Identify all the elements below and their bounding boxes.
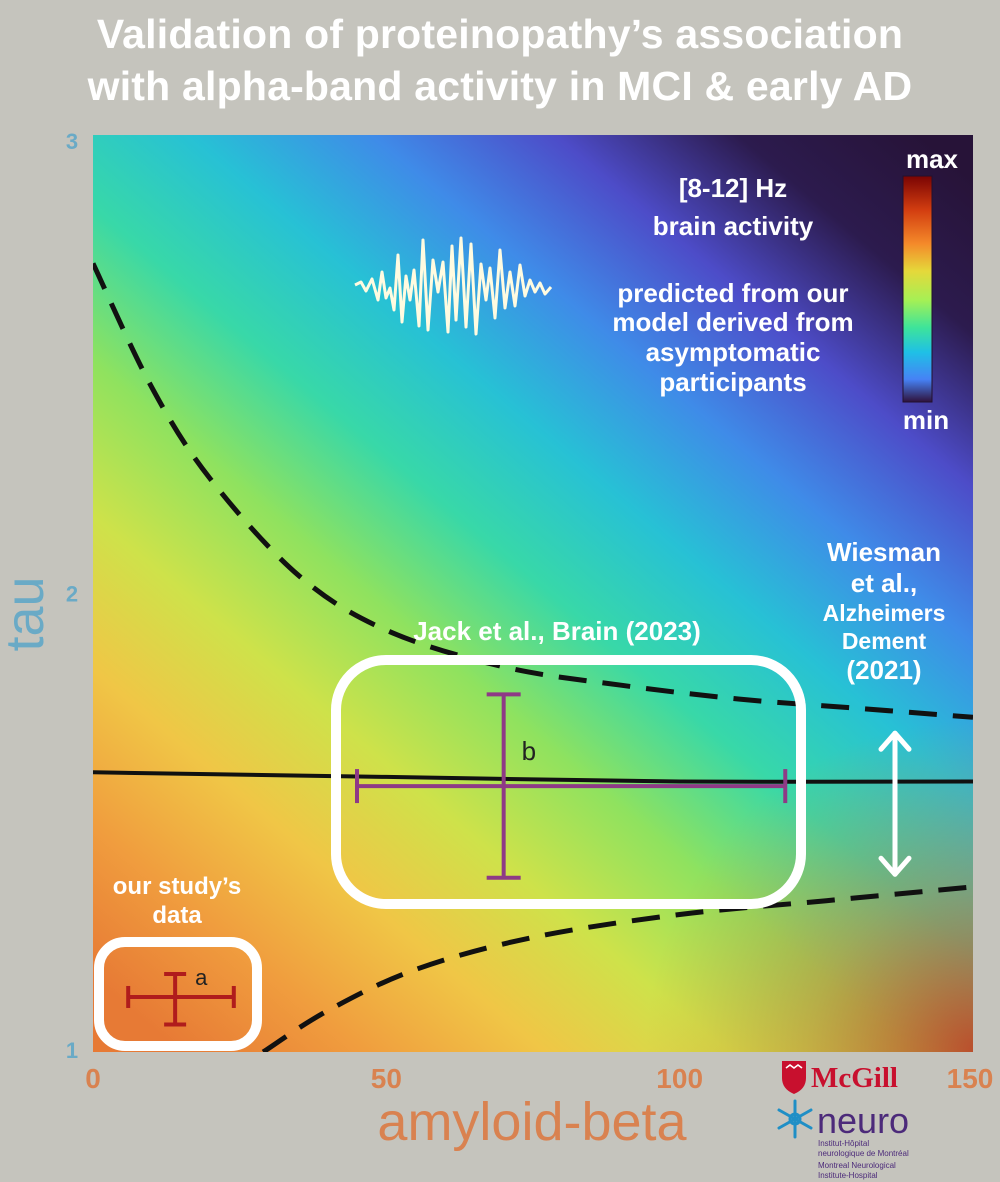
annotation-body-2: model derived from — [612, 307, 853, 337]
colorbar-max-label: max — [906, 144, 959, 174]
neuro-logo-line-4: Institute-Hospital — [818, 1171, 878, 1180]
jack-study-error-bars — [355, 692, 788, 880]
y-tick-label-3: 3 — [66, 129, 78, 154]
x-tick-label-50: 50 — [371, 1063, 402, 1094]
jack-study-marker-label: b — [522, 736, 536, 766]
y-tick-label-2: 2 — [66, 582, 78, 607]
jack-study-highlight-box — [331, 655, 806, 909]
colorbar-scale — [902, 175, 933, 403]
title-line-1: Validation of proteinopathy’s associatio… — [96, 11, 904, 57]
x-tick-label-150: 150 — [947, 1063, 994, 1094]
heatmap-hot-corner — [93, 135, 973, 1052]
wiesman-label: Wiesman et al., Alzheimers Dement (2021) — [823, 537, 946, 685]
x-axis-label: amyloid-beta — [377, 1092, 687, 1152]
annotation-body-3: asymptomatic — [646, 337, 821, 367]
shield-icon — [782, 1061, 806, 1094]
lower-bound-dashed-line — [261, 884, 973, 1052]
title-line-2: with alpha-band activity in MCI & early … — [87, 63, 913, 109]
y-tick-labels: 1 2 3 — [66, 129, 78, 1063]
x-tick-labels: 0 50 100 150 — [85, 1063, 993, 1094]
y-tick-label-1: 1 — [66, 1038, 78, 1063]
heatmap — [93, 135, 973, 1052]
alpha-wave-icon — [354, 236, 553, 336]
double-arrow-bottom-head — [878, 855, 912, 877]
our-study-marker-label: a — [195, 965, 208, 990]
wiesman-label-1: Wiesman — [827, 537, 941, 567]
neuro-logo-line-2: neurologique de Montréal — [818, 1149, 909, 1158]
annotation-body-1: predicted from our — [617, 278, 848, 308]
x-tick-label-100: 100 — [656, 1063, 703, 1094]
our-study-highlight-box — [94, 937, 262, 1051]
annotation: [8-12] Hz brain activity predicted from … — [612, 173, 853, 397]
colorbar: max min — [902, 144, 959, 435]
wiesman-label-5: (2021) — [846, 655, 921, 685]
y-axis-label: tau — [0, 576, 55, 651]
wiesman-label-2: et al., — [851, 568, 917, 598]
our-study-error-bars — [126, 972, 236, 1027]
model-fit-line — [93, 770, 973, 784]
wiesman-label-3: Alzheimers — [823, 600, 946, 626]
mcgill-logo-text: McGill — [811, 1062, 898, 1094]
neuro-logo-text: neuro — [817, 1100, 909, 1141]
mcgill-logo: McGill — [782, 1061, 898, 1094]
shield-crown-icon — [785, 1064, 803, 1069]
neuro-logo: neuro Institut-Hôpital neurologique de M… — [777, 1099, 909, 1180]
x-tick-label-0: 0 — [85, 1063, 101, 1094]
our-study-label-1: our study’s — [113, 873, 241, 900]
annotation-heading-2: brain activity — [653, 211, 814, 241]
colorbar-min-label: min — [903, 405, 949, 435]
double-arrow-top-head — [878, 730, 912, 752]
annotation-body-4: participants — [659, 367, 806, 397]
upper-bound-dashed-line — [93, 262, 973, 720]
jack-study-label: Jack et al., Brain (2023) — [413, 616, 701, 646]
double-arrow-icon — [878, 730, 912, 877]
our-study-label-2: data — [152, 902, 202, 929]
annotation-heading-1: [8-12] Hz — [679, 173, 787, 203]
neuro-logo-line-1: Institut-Hôpital — [818, 1139, 869, 1148]
page-title: Validation of proteinopathy’s associatio… — [0, 8, 1000, 112]
neuro-logo-line-3: Montreal Neurological — [818, 1161, 896, 1170]
snowflake-icon — [777, 1099, 813, 1139]
wiesman-label-4: Dement — [842, 628, 927, 654]
